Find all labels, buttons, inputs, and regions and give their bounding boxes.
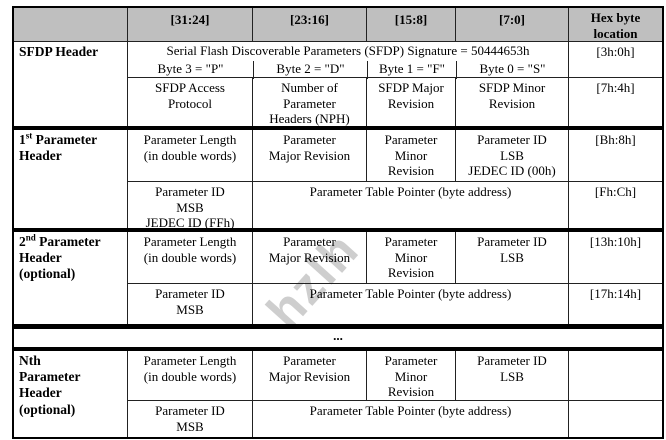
- hex-cell-fh-ch: [Fh:Ch]: [594, 184, 637, 199]
- param2-header-label: 2nd Parameter Header (optional): [14, 232, 128, 324]
- hex-cell-3h-0h: [3h:0h]: [569, 42, 662, 78]
- sfdp-access-protocol-cell: SFDP Access Protocol: [128, 78, 253, 126]
- hex-cell-17h-14h: [17h:14h]: [589, 286, 642, 301]
- param2-table-pointer-cell: Parameter Table Pointer (byte address): [253, 284, 569, 324]
- section-divider: [14, 126, 662, 130]
- section-divider: [14, 347, 662, 351]
- section-divider: [14, 324, 662, 329]
- col-header-hex-location: Hex byte location: [569, 8, 662, 42]
- byte0-cell: Byte 0 = "S": [456, 61, 568, 79]
- paramN-table-pointer-cell: Parameter Table Pointer (byte address): [253, 401, 569, 437]
- hex-cell-7h-4h: [7h:4h]: [596, 80, 635, 95]
- param2-id-lsb-cell: Parameter ID LSB: [456, 232, 569, 284]
- hex-cell-bh-8h: [Bh:8h]: [569, 130, 662, 182]
- param1-header-label: 1st Parameter Header: [14, 130, 128, 228]
- sfdp-minor-revision-cell: SFDP Minor Revision: [456, 78, 569, 126]
- param1-table-pointer-cell: Parameter Table Pointer (byte address): [253, 182, 569, 228]
- sfdp-nph-cell: Number of Parameter Headers (NPH): [253, 78, 367, 126]
- param2-major-revision-cell: Parameter Major Revision: [253, 232, 367, 284]
- param1-id-msb-cell: Parameter ID MSB JEDEC ID (FFh): [128, 182, 253, 230]
- paramN-id-msb-cell: Parameter ID MSB: [128, 401, 253, 437]
- header-corner-cell: [14, 8, 128, 42]
- col-header-15-8: [15:8]: [367, 8, 456, 42]
- col-header-31-24: [31:24]: [128, 8, 253, 42]
- paramN-major-revision-cell: Parameter Major Revision: [253, 351, 367, 401]
- param2-minor-revision-cell: Parameter Minor Revision: [367, 232, 456, 284]
- hex-cell-13h-10h: [13h:10h]: [569, 232, 662, 284]
- col-header-7-0: [7:0]: [456, 8, 569, 42]
- sfdp-signature-text: Serial Flash Discoverable Parameters (SF…: [166, 43, 530, 58]
- byte2-cell: Byte 2 = "D": [253, 61, 367, 79]
- param1-major-revision-cell: Parameter Major Revision: [253, 130, 367, 182]
- byte3-cell: Byte 3 = "P": [157, 61, 224, 76]
- hex-cell-empty-row2: [569, 401, 662, 437]
- paramN-header-label: Nth Parameter Header (optional): [14, 351, 128, 437]
- section-divider: [14, 228, 662, 232]
- paramN-length-cell: Parameter Length (in double words): [128, 351, 253, 401]
- sfdp-structure-table: [31:24] [23:16] [15:8] [7:0] Hex byte lo…: [12, 6, 664, 439]
- param2-length-cell: Parameter Length (in double words): [128, 232, 253, 284]
- sfdp-major-revision-cell: SFDP Major Revision: [367, 78, 456, 126]
- paramN-minor-revision-cell: Parameter Minor Revision: [367, 351, 456, 401]
- byte1-cell: Byte 1 = "F": [367, 61, 456, 79]
- param2-id-msb-cell: Parameter ID MSB: [128, 284, 253, 324]
- col-header-23-16: [23:16]: [253, 8, 367, 42]
- ellipsis-row: ...: [333, 328, 343, 343]
- param1-minor-revision-cell: Parameter Minor Revision: [367, 130, 456, 182]
- param1-length-cell: Parameter Length (in double words): [128, 130, 253, 182]
- sfdp-signature-bytes-row: Byte 3 = "P" Byte 2 = "D" Byte 1 = "F" B…: [128, 61, 568, 79]
- sfdp-signature-cell: Serial Flash Discoverable Parameters (SF…: [128, 42, 569, 79]
- paramN-id-lsb-cell: Parameter ID LSB: [456, 351, 569, 401]
- sfdp-header-label: SFDP Header: [14, 42, 128, 126]
- param1-id-lsb-cell: Parameter ID LSB JEDEC ID (00h): [456, 130, 569, 182]
- hex-cell-empty-row1: [569, 351, 662, 401]
